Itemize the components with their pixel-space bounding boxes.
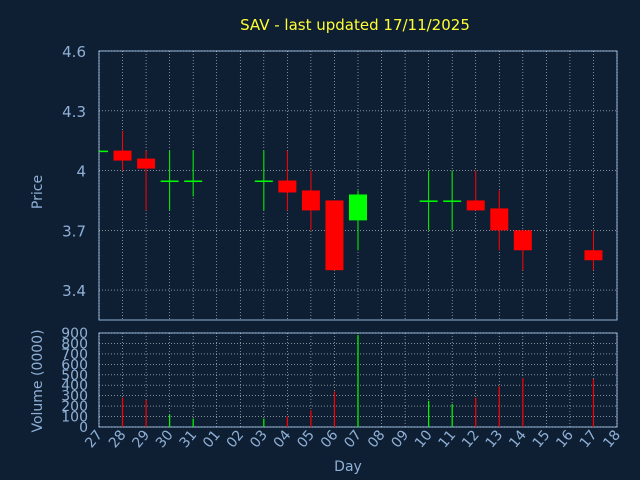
candle-body xyxy=(584,250,603,261)
volume-bar xyxy=(286,416,288,427)
day-tick-label: 15 xyxy=(530,427,554,451)
day-tick-label: 01 xyxy=(200,427,224,451)
candle-body xyxy=(466,200,485,211)
volume-tick-label: 200 xyxy=(61,399,88,415)
volume-axis-label: Volume (0000) xyxy=(30,329,46,432)
candle-body xyxy=(254,180,273,183)
volume-tick-label: 100 xyxy=(61,410,88,426)
volume-tick-label: 500 xyxy=(61,368,88,384)
day-tick-label: 03 xyxy=(247,427,271,451)
day-tick-label: 12 xyxy=(459,427,483,451)
candle-body xyxy=(349,194,367,221)
candle-body xyxy=(278,180,297,193)
day-tick-label: 10 xyxy=(412,427,436,451)
day-tick-label: 29 xyxy=(129,427,153,451)
price-tick-label: 4 xyxy=(76,163,86,181)
volume-tick-label: 900 xyxy=(61,326,88,342)
day-tick-label: 08 xyxy=(365,427,389,451)
price-tick-label: 4.6 xyxy=(62,43,86,61)
candle-body xyxy=(490,208,509,231)
day-tick-label: 31 xyxy=(177,427,201,451)
price-axis-label: Price xyxy=(30,175,46,209)
volume-bar xyxy=(357,335,359,427)
volume-tick-label: 600 xyxy=(61,357,88,373)
day-tick-label: 04 xyxy=(271,427,295,451)
candle-body xyxy=(99,150,108,153)
volume-bar xyxy=(169,414,171,427)
volume-bar xyxy=(333,391,336,427)
candle-body xyxy=(301,190,320,211)
day-tick-label: 16 xyxy=(553,427,577,451)
day-tick-label: 28 xyxy=(106,427,130,451)
volume-bar xyxy=(121,397,124,427)
candle-body xyxy=(513,230,532,251)
day-tick-label: 11 xyxy=(436,427,460,451)
candle-body xyxy=(443,200,462,202)
volume-bar xyxy=(263,418,265,427)
day-tick-label: 09 xyxy=(388,427,412,451)
volume-bar xyxy=(428,400,430,427)
price-tick-label: 3.4 xyxy=(62,282,86,300)
volume-bar xyxy=(592,378,595,427)
day-tick-label: 14 xyxy=(506,427,530,451)
volume-bar xyxy=(498,386,500,427)
day-tick-label: 13 xyxy=(483,427,507,451)
volume-bar xyxy=(522,377,524,427)
volume-bar xyxy=(145,399,147,427)
day-tick-label: 07 xyxy=(341,427,365,451)
volume-bar xyxy=(192,418,194,427)
candle-body xyxy=(160,180,179,183)
day-axis-label: Day xyxy=(334,459,362,475)
chart-title: SAV - last updated 17/11/2025 xyxy=(240,16,470,34)
volume-bar xyxy=(475,397,477,427)
day-tick-label: 02 xyxy=(224,427,248,451)
price-tick-label: 4.3 xyxy=(62,103,86,121)
volume-tick-label: 300 xyxy=(61,389,88,405)
volume-tick-label: 800 xyxy=(61,336,88,352)
day-tick-label: 06 xyxy=(318,427,342,451)
candle-body xyxy=(325,200,344,271)
price-tick-label: 3.7 xyxy=(62,222,86,240)
day-tick-label: 17 xyxy=(577,427,601,451)
volume-tick-label: 700 xyxy=(61,347,88,363)
day-tick-label: 05 xyxy=(294,427,318,451)
day-tick-label: 30 xyxy=(153,427,177,451)
day-tick-label: 18 xyxy=(600,427,624,451)
candle-body xyxy=(419,200,438,202)
candle-body xyxy=(113,150,132,161)
volume-tick-label: 400 xyxy=(61,378,88,394)
volume-bar xyxy=(310,410,312,427)
volume-bar xyxy=(451,404,453,427)
candle-body xyxy=(137,158,156,169)
volume-tick-label: 0 xyxy=(79,420,88,436)
candle-body xyxy=(184,180,203,183)
